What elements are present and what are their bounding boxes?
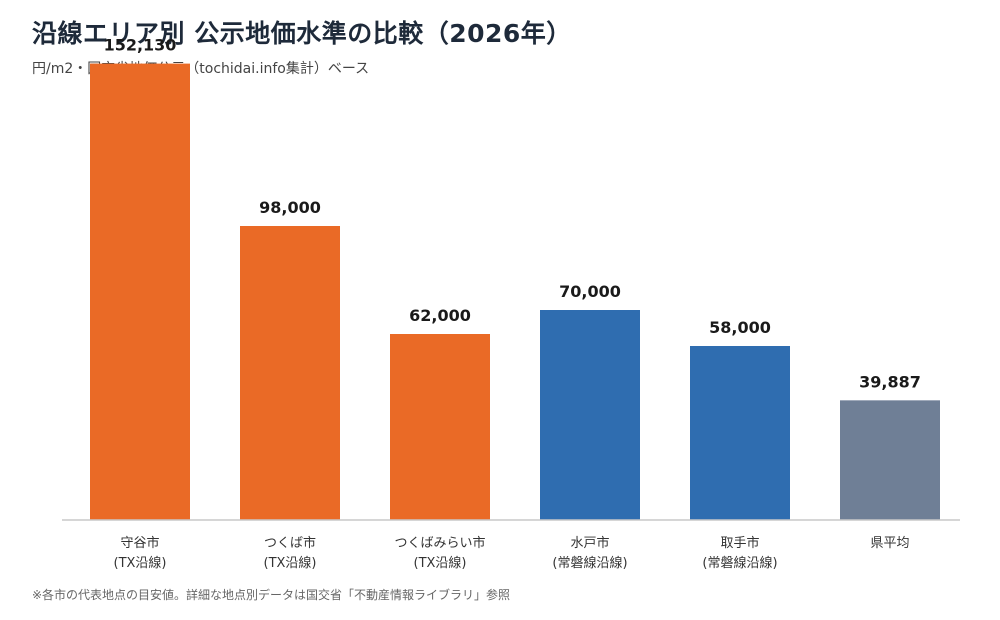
value-label-4: 58,000	[709, 318, 771, 337]
bar-5	[840, 400, 940, 520]
category-label-1-line-1: (TX沿線)	[264, 555, 317, 571]
value-label-5: 39,887	[859, 372, 921, 391]
category-label-2-line-1: (TX沿線)	[414, 555, 467, 571]
category-label-3-line-0: 水戸市	[570, 535, 609, 551]
chart-title: 沿線エリア別 公示地価水準の比較（2026年）	[32, 19, 572, 48]
bar-2	[390, 334, 490, 520]
category-label-4-line-1: (常磐線沿線)	[702, 555, 777, 571]
value-label-2: 62,000	[409, 306, 471, 325]
category-label-5-line-0: 県平均	[870, 536, 909, 551]
bar-1	[240, 226, 340, 520]
category-label-1-line-0: つくば市	[264, 535, 316, 551]
bar-0	[90, 63, 190, 521]
category-label-2-line-0: つくばみらい市	[394, 535, 485, 551]
bar-3	[540, 310, 640, 520]
footnote: ※各市の代表地点の目安値。詳細な地点別データは国交省「不動産情報ライブラリ」参照	[32, 588, 511, 602]
value-label-0: 152,130	[104, 36, 177, 55]
category-label-0-line-1: (TX沿線)	[114, 555, 167, 571]
value-label-1: 98,000	[259, 198, 321, 217]
category-label-3-line-1: (常磐線沿線)	[552, 555, 627, 571]
category-label-4-line-0: 取手市	[720, 535, 759, 551]
value-label-3: 70,000	[559, 282, 621, 301]
category-label-0-line-0: 守谷市	[120, 535, 159, 551]
bar-4	[690, 346, 790, 520]
